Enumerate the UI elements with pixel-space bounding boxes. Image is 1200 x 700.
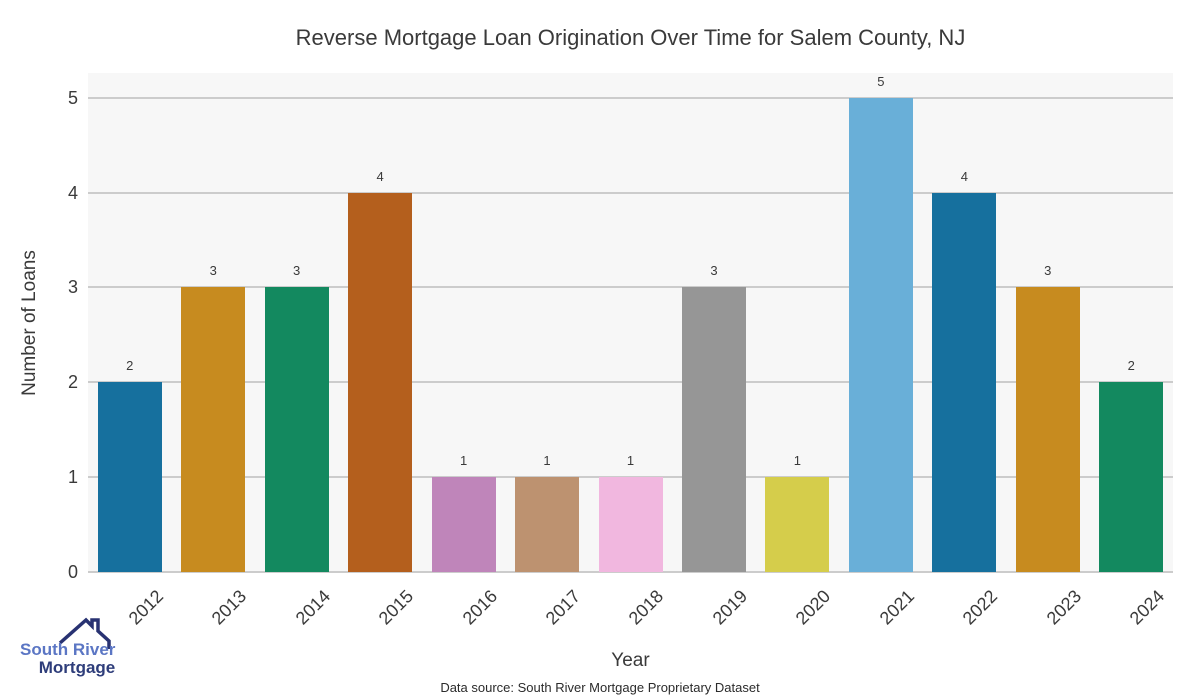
x-tick-label-2018: 2018 (625, 586, 668, 629)
bar-2024 (1099, 382, 1164, 572)
bar-value-label-2019: 3 (710, 263, 718, 279)
gridline-y4 (88, 191, 1173, 194)
bar-value-label-2016: 1 (459, 453, 468, 469)
bar-2018 (598, 477, 663, 572)
x-tick-label-2022: 2022 (959, 586, 1002, 629)
house-roof-icon (58, 617, 111, 649)
bar-2019 (681, 287, 746, 572)
y-tick-label-1: 1 (67, 467, 78, 488)
y-axis-label: Number of Loans (13, 73, 47, 572)
bar-value-label-2014: 3 (293, 263, 301, 279)
chart-title: Reverse Mortgage Loan Origination Over T… (295, 25, 966, 50)
bar-value-label-2023: 3 (1044, 263, 1052, 279)
bar-value-label-2017: 1 (543, 453, 551, 469)
y-tick-label-2: 2 (67, 372, 78, 393)
bar-2021 (848, 97, 913, 572)
y-tick-label-5: 5 (67, 87, 78, 108)
y-tick-label-0: 0 (67, 562, 78, 582)
bar-value-label-2015: 4 (376, 168, 384, 184)
x-axis-label: Year (611, 650, 650, 671)
logo-line2: Mortgage (38, 658, 116, 677)
x-tick-label-2015: 2015 (374, 586, 418, 629)
logo-line1: South River (20, 640, 116, 659)
y-tick-label-4: 4 (67, 182, 78, 203)
bar-2014 (264, 287, 329, 572)
bar-value-label-2020: 1 (793, 453, 802, 469)
bar-2022 (932, 192, 997, 572)
bar-value-label-2022: 4 (960, 168, 968, 184)
bar-2015 (348, 192, 413, 572)
bar-2017 (515, 477, 580, 572)
x-tick-label-2024: 2024 (1125, 586, 1169, 629)
bar-2012 (97, 382, 162, 572)
x-tick-label-2021: 2021 (875, 586, 919, 629)
bar-value-label-2021: 5 (877, 73, 885, 89)
bar-2013 (181, 287, 246, 572)
bar-value-label-2018: 1 (626, 453, 635, 469)
bar-value-label-2024: 2 (1127, 358, 1135, 374)
x-tick-label-2019: 2019 (708, 586, 752, 629)
x-tick-label-2013: 2013 (207, 586, 251, 629)
x-tick-label-2023: 2023 (1042, 586, 1085, 629)
bar-2016 (431, 477, 496, 572)
bar-2023 (1015, 287, 1080, 572)
x-tick-label-2012: 2012 (124, 586, 167, 629)
bar-value-label-2013: 3 (209, 263, 217, 279)
x-tick-label-2016: 2016 (458, 586, 501, 629)
gridline-y2 (88, 381, 1173, 384)
x-tick-label-2014: 2014 (291, 586, 334, 629)
data-source-note: Data source: South River Mortgage Propri… (440, 680, 760, 695)
gridline-y5 (88, 96, 1173, 99)
brand-logo: South River Mortgage (16, 613, 126, 693)
bar-value-label-2012: 2 (126, 358, 134, 374)
x-tick-label-2017: 2017 (541, 586, 585, 629)
gridline-y0 (88, 571, 1173, 573)
x-tick-label-2020: 2020 (792, 586, 835, 629)
gridline-y3 (88, 286, 1173, 289)
y-tick-label-3: 3 (67, 277, 78, 298)
bar-2020 (765, 477, 830, 572)
